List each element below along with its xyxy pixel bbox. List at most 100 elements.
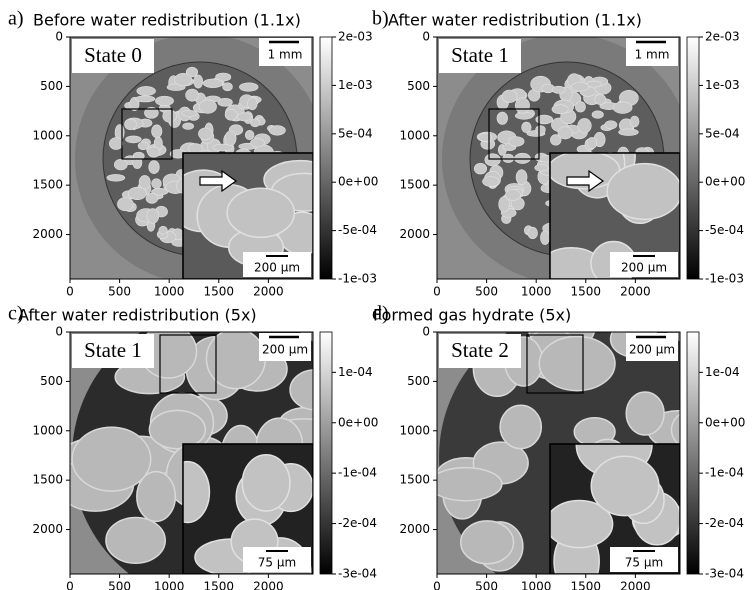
x-tick-label: 0 [433, 580, 441, 590]
scale-label: 200 µm [262, 343, 308, 357]
grain [155, 96, 173, 105]
colorbar-tick-label: 0e+00 [705, 415, 745, 429]
y-tick-label: 0 [422, 325, 430, 339]
grain [429, 468, 502, 501]
x-tick-label: 0 [66, 285, 74, 299]
panel-label: b) [372, 8, 389, 30]
grain [107, 174, 125, 181]
panel-title: Formed gas hydrate (5x) [373, 306, 571, 325]
x-tick-label: 2000 [620, 285, 651, 299]
x-tick-label: 0 [66, 580, 74, 590]
grain [516, 170, 527, 185]
grain [290, 370, 340, 410]
grain [592, 111, 603, 119]
scale-label: 200 µm [629, 343, 675, 357]
grain [146, 193, 158, 203]
grain [578, 118, 592, 132]
grain [540, 231, 549, 245]
x-tick-label: 2000 [620, 580, 651, 590]
grain [186, 89, 199, 101]
colorbar-tick-label: 5e-04 [705, 126, 740, 140]
grain [613, 102, 632, 114]
grain [558, 127, 572, 139]
y-tick-label: 0 [55, 325, 63, 339]
grain [595, 94, 606, 104]
colorbar-tick-label: 1e-04 [705, 365, 740, 379]
colorbar-tick-label: 0e+00 [338, 415, 378, 429]
y-tick-label: 500 [407, 374, 430, 388]
panel-title: After water redistribution (5x) [18, 306, 257, 325]
grain [147, 209, 159, 224]
grain [117, 197, 133, 210]
x-tick-label: 2000 [253, 580, 284, 590]
y-tick-label: 0 [422, 30, 430, 44]
x-tick-label: 500 [475, 285, 498, 299]
grain [630, 116, 639, 127]
x-tick-label: 500 [108, 285, 131, 299]
grain [175, 73, 192, 86]
panel-label: a) [8, 8, 24, 30]
x-tick-label: 1000 [154, 580, 185, 590]
grain [126, 136, 142, 143]
colorbar-tick-label: -5e-04 [338, 223, 377, 237]
y-tick-label: 2000 [32, 522, 63, 536]
grain [461, 521, 514, 564]
grain [183, 123, 194, 130]
panel-title: After water redistribution (1.1x) [388, 11, 642, 30]
grain [536, 115, 553, 124]
x-tick-label: 1500 [204, 580, 235, 590]
colorbar-tick-label: 1e-03 [705, 78, 740, 92]
y-tick-label: 1500 [32, 178, 63, 192]
x-tick-label: 500 [108, 580, 131, 590]
grain [245, 130, 254, 139]
grain [182, 110, 198, 116]
grain [199, 100, 216, 114]
grain [159, 226, 168, 234]
grain [149, 161, 160, 174]
x-tick-label: 1500 [571, 580, 602, 590]
grain [269, 126, 285, 136]
state-label: State 2 [451, 338, 509, 362]
grain [503, 154, 514, 163]
colorbar [687, 37, 699, 279]
grain [203, 79, 223, 88]
state-label: State 1 [451, 43, 509, 67]
grain [479, 133, 492, 141]
y-tick-label: 1500 [32, 473, 63, 487]
colorbar-tick-label: -1e-03 [338, 272, 377, 286]
grain [225, 109, 237, 120]
inset-scale-label: 200 µm [621, 261, 667, 275]
grain [138, 142, 148, 150]
grain [528, 227, 538, 238]
y-tick-label: 1000 [32, 423, 63, 437]
y-tick-label: 1000 [399, 128, 430, 142]
colorbar-tick-label: 0e+00 [705, 175, 745, 189]
colorbar-tick-label: -3e-04 [338, 567, 377, 581]
colorbar [320, 37, 332, 279]
panel-title: Before water redistribution (1.1x) [33, 11, 301, 30]
x-tick-label: 0 [433, 285, 441, 299]
grain [163, 110, 177, 122]
grain [227, 188, 294, 237]
grain [575, 102, 585, 113]
grain [198, 128, 212, 140]
grain [607, 164, 681, 220]
inset-scale-label: 200 µm [254, 261, 300, 275]
grain [250, 139, 264, 147]
grain [237, 113, 251, 121]
grain [536, 125, 546, 134]
y-tick-label: 500 [40, 79, 63, 93]
y-tick-label: 0 [55, 30, 63, 44]
grain [139, 175, 150, 189]
y-tick-label: 500 [407, 79, 430, 93]
x-tick-label: 1000 [521, 285, 552, 299]
scale-label: 1 mm [635, 48, 670, 62]
panel: 75 µm200 µmState 10500100015002000050010… [8, 303, 385, 590]
figure: 200 µm1 mmState 005001000150020000500100… [0, 0, 755, 590]
y-tick-label: 1000 [399, 423, 430, 437]
grain [672, 405, 749, 455]
y-tick-label: 2000 [399, 227, 430, 241]
x-tick-label: 1000 [521, 580, 552, 590]
grain [248, 98, 258, 110]
